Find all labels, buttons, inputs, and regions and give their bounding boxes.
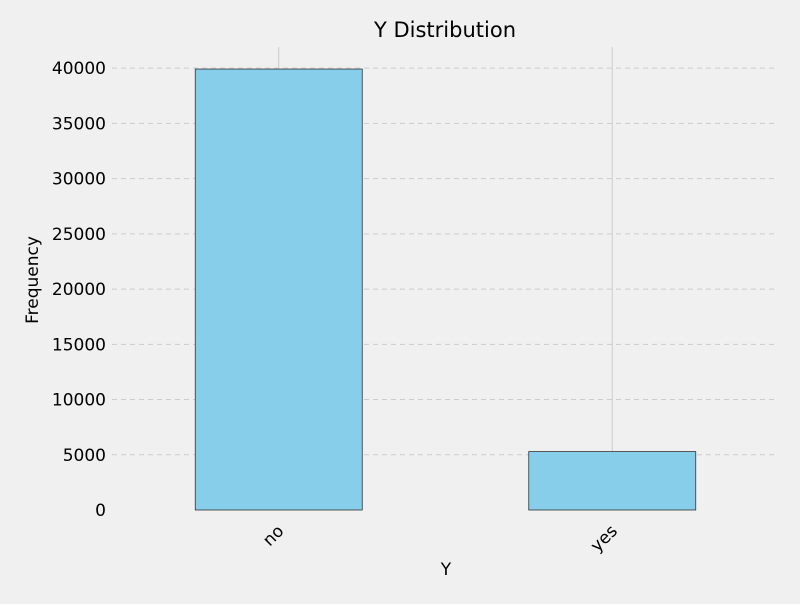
y-tick-label: 5000 — [63, 446, 106, 466]
y-tick-label: 0 — [95, 501, 106, 521]
x-tick-label: yes — [587, 521, 622, 556]
y-tick-label: 10000 — [52, 391, 106, 411]
y-axis-label: Frequency — [23, 236, 43, 324]
bar-no — [194, 68, 363, 511]
y-tick-label: 25000 — [52, 225, 106, 245]
y-tick-labels: 0 5000 10000 15000 20000 25000 30000 35000 40000 — [52, 59, 106, 521]
y-tick-label: 15000 — [52, 335, 106, 355]
bars-layer — [194, 68, 697, 511]
x-tick-labels: no yes — [259, 521, 622, 556]
y-tick-label: 40000 — [52, 59, 106, 79]
y-tick-label: 30000 — [52, 170, 106, 190]
chart-title: Y Distribution — [373, 18, 516, 42]
y-tick-label: 20000 — [52, 280, 106, 300]
x-tick-label: no — [259, 521, 288, 550]
x-axis-label: Y — [440, 560, 452, 580]
y-tick-label: 35000 — [52, 114, 106, 134]
bar-yes — [528, 451, 697, 511]
